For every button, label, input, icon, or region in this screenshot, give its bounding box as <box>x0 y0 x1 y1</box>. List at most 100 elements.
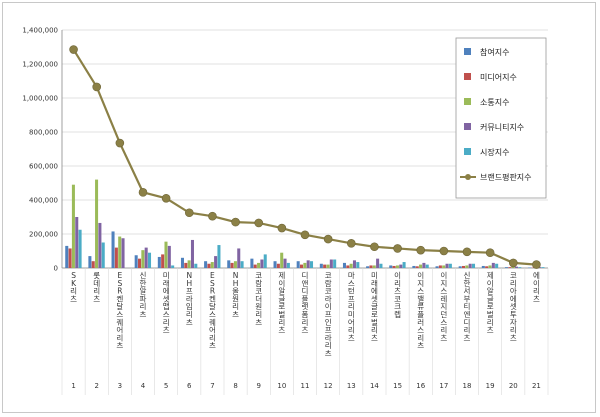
bar-참여지수 <box>65 245 69 268</box>
bar-미디어지수 <box>300 264 304 268</box>
bar-미디어지수 <box>230 262 234 268</box>
legend-label: 시장지수 <box>480 147 509 157</box>
rank-number: 4 <box>141 382 146 390</box>
line-point <box>208 211 217 221</box>
bar-참여지수 <box>250 258 254 268</box>
rank-number: 14 <box>370 382 379 390</box>
bar-소통지수 <box>349 263 353 268</box>
bar-커뮤니티지수 <box>237 248 241 268</box>
bar-소통지수 <box>141 250 145 268</box>
y-tick-label: 200,000 <box>29 231 58 239</box>
y-tick-label: 600,000 <box>29 163 58 171</box>
line-point <box>508 258 518 268</box>
bar-참여지수 <box>273 261 277 268</box>
bar-참여지수 <box>134 255 138 268</box>
bar-커뮤니티지수 <box>445 263 449 268</box>
rank-number: 6 <box>187 382 192 390</box>
bar-미디어지수 <box>161 254 165 268</box>
bar-커뮤니티지수 <box>98 222 102 268</box>
bar-커뮤니티지수 <box>144 247 148 268</box>
bar-시장지수 <box>78 229 82 268</box>
bar-참여지수 <box>227 260 231 268</box>
legend-swatch <box>464 148 471 155</box>
line-point <box>485 248 495 257</box>
line-point <box>532 260 541 269</box>
rank-number: 21 <box>532 382 541 390</box>
bar-커뮤니티지수 <box>75 217 79 268</box>
bar-소통지수 <box>395 265 399 268</box>
bar-소통지수 <box>280 252 284 268</box>
bar-소통지수 <box>71 184 75 268</box>
bar-소통지수 <box>303 262 307 268</box>
rank-number: 7 <box>210 382 214 390</box>
brand-index-line <box>69 45 541 269</box>
bar-시장지수 <box>286 262 290 268</box>
line-point <box>184 208 194 218</box>
bar-참여지수 <box>481 265 485 268</box>
line-point <box>254 218 264 228</box>
line-point <box>138 188 148 197</box>
bar-시장지수 <box>518 267 522 268</box>
bar-참여지수 <box>88 256 92 268</box>
bar-시장지수 <box>379 263 383 268</box>
bar-미디어지수 <box>91 261 95 268</box>
bar-시장지수 <box>471 263 476 268</box>
rank-number: 1 <box>71 382 75 390</box>
bar-미디어지수 <box>485 266 489 268</box>
bar-참여지수 <box>319 263 323 268</box>
bar-시장지수 <box>333 259 337 268</box>
rank-number: 2 <box>94 382 98 390</box>
line-point <box>92 82 102 92</box>
rank-number: 8 <box>233 382 237 390</box>
bar-미디어지수 <box>392 265 396 268</box>
bar-소통지수 <box>326 264 330 268</box>
legend-label: 소통지수 <box>480 98 509 107</box>
bar-참여지수 <box>458 266 462 268</box>
bar-참여지수 <box>504 267 508 268</box>
line-point <box>277 223 287 233</box>
category-labels: S K 리 츠 1 롯 데 리 츠 2 E S R 켄 달 스 퀘 어 리 츠 3 신 한 알 파 리 츠 4 미 래 에 셋 맵 스 리 츠 5 N H 프… <box>61 268 549 395</box>
rank-number: 19 <box>486 382 495 390</box>
bar-참여지수 <box>204 261 208 268</box>
bar-참여지수 <box>157 256 161 268</box>
line-point <box>231 217 240 227</box>
rank-number: 5 <box>164 382 168 390</box>
line-point <box>416 245 426 255</box>
legend-swatch <box>464 98 471 105</box>
rank-number: 3 <box>118 382 122 390</box>
bar-소통지수 <box>118 236 122 268</box>
bar-소통지수 <box>511 266 515 268</box>
bar-참여지수 <box>389 265 393 268</box>
bar-미디어지수 <box>276 263 280 268</box>
bar-소통지수 <box>164 241 168 268</box>
line-point <box>69 45 78 54</box>
bar-커뮤니티지수 <box>329 259 333 268</box>
bar-시장지수 <box>309 261 314 268</box>
y-tick-label: 400,000 <box>29 197 58 205</box>
rank-number: 12 <box>324 382 333 390</box>
bar-커뮤니티지수 <box>190 239 194 268</box>
line-point <box>439 246 449 256</box>
bar-미디어지수 <box>438 265 442 268</box>
bar-시장지수 <box>240 261 244 268</box>
bar-커뮤니티지수 <box>376 258 380 268</box>
bar-커뮤니티지수 <box>121 238 125 268</box>
rank-number: 13 <box>347 382 356 390</box>
legend-label: 커뮤니티지수 <box>480 122 524 132</box>
bar-커뮤니티지수 <box>468 263 472 268</box>
y-tick-label: 1,000,000 <box>22 95 58 103</box>
bar-소통지수 <box>95 179 99 268</box>
bar-커뮤니티지수 <box>514 266 518 268</box>
rank-number: 10 <box>277 382 286 390</box>
bar-미디어지수 <box>138 258 142 268</box>
